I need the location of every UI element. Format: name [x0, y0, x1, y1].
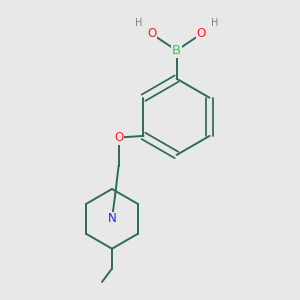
- Text: H: H: [211, 18, 218, 28]
- Text: O: O: [197, 27, 206, 40]
- Text: O: O: [114, 131, 123, 144]
- Text: B: B: [172, 44, 181, 57]
- Text: N: N: [108, 212, 116, 225]
- Text: O: O: [147, 27, 156, 40]
- Text: H: H: [135, 18, 142, 28]
